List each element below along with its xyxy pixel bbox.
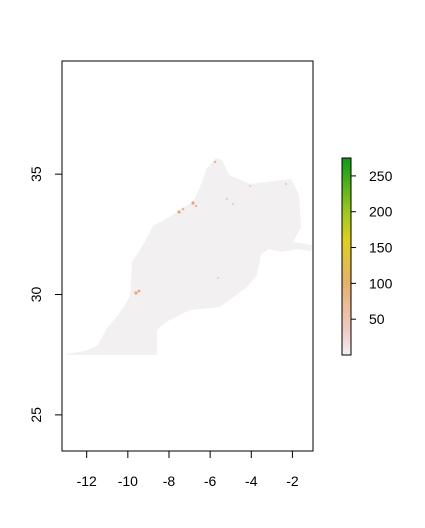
x-tick-label: -6 bbox=[204, 473, 217, 489]
morocco-land-raster bbox=[66, 158, 312, 355]
legend-tick-label: 50 bbox=[369, 311, 385, 327]
hotspot bbox=[177, 210, 181, 214]
x-tick-label: -10 bbox=[118, 473, 138, 489]
x-axis: -12 -10 -8 -6 -4 -2 bbox=[77, 450, 299, 489]
color-legend: 50 100 150 200 250 bbox=[341, 157, 393, 356]
hotspot bbox=[216, 276, 220, 280]
hotspot bbox=[191, 201, 195, 205]
legend-tick-label: 250 bbox=[369, 168, 393, 184]
y-axis: 25 30 35 bbox=[28, 166, 63, 423]
hotspot bbox=[231, 202, 235, 206]
x-tick-label: -8 bbox=[163, 473, 176, 489]
legend-colorbar bbox=[341, 157, 352, 356]
legend-tick-label: 150 bbox=[369, 240, 393, 256]
y-tick-label: 30 bbox=[28, 287, 44, 303]
legend-ticks: 50 100 150 200 250 bbox=[351, 168, 393, 327]
hotspot bbox=[134, 291, 138, 295]
legend-tick-label: 200 bbox=[369, 204, 393, 220]
x-tick-label: -4 bbox=[245, 473, 258, 489]
hotspot bbox=[181, 207, 185, 211]
hotspot bbox=[284, 182, 288, 186]
hotspot bbox=[137, 289, 141, 293]
hotspot bbox=[213, 160, 217, 164]
plot-panel bbox=[61, 60, 314, 452]
y-tick-label: 25 bbox=[28, 407, 44, 423]
y-tick-label: 35 bbox=[28, 166, 44, 182]
hotspot bbox=[225, 197, 229, 201]
legend-tick-label: 100 bbox=[369, 275, 393, 291]
x-ticks: -12 -10 -8 -6 -4 -2 bbox=[77, 451, 299, 489]
x-tick-label: -2 bbox=[286, 473, 299, 489]
density-hotspots bbox=[134, 160, 288, 295]
hotspot bbox=[194, 204, 198, 208]
y-ticks: 25 30 35 bbox=[28, 166, 62, 423]
x-tick-label: -12 bbox=[77, 473, 97, 489]
hotspot bbox=[248, 184, 252, 188]
